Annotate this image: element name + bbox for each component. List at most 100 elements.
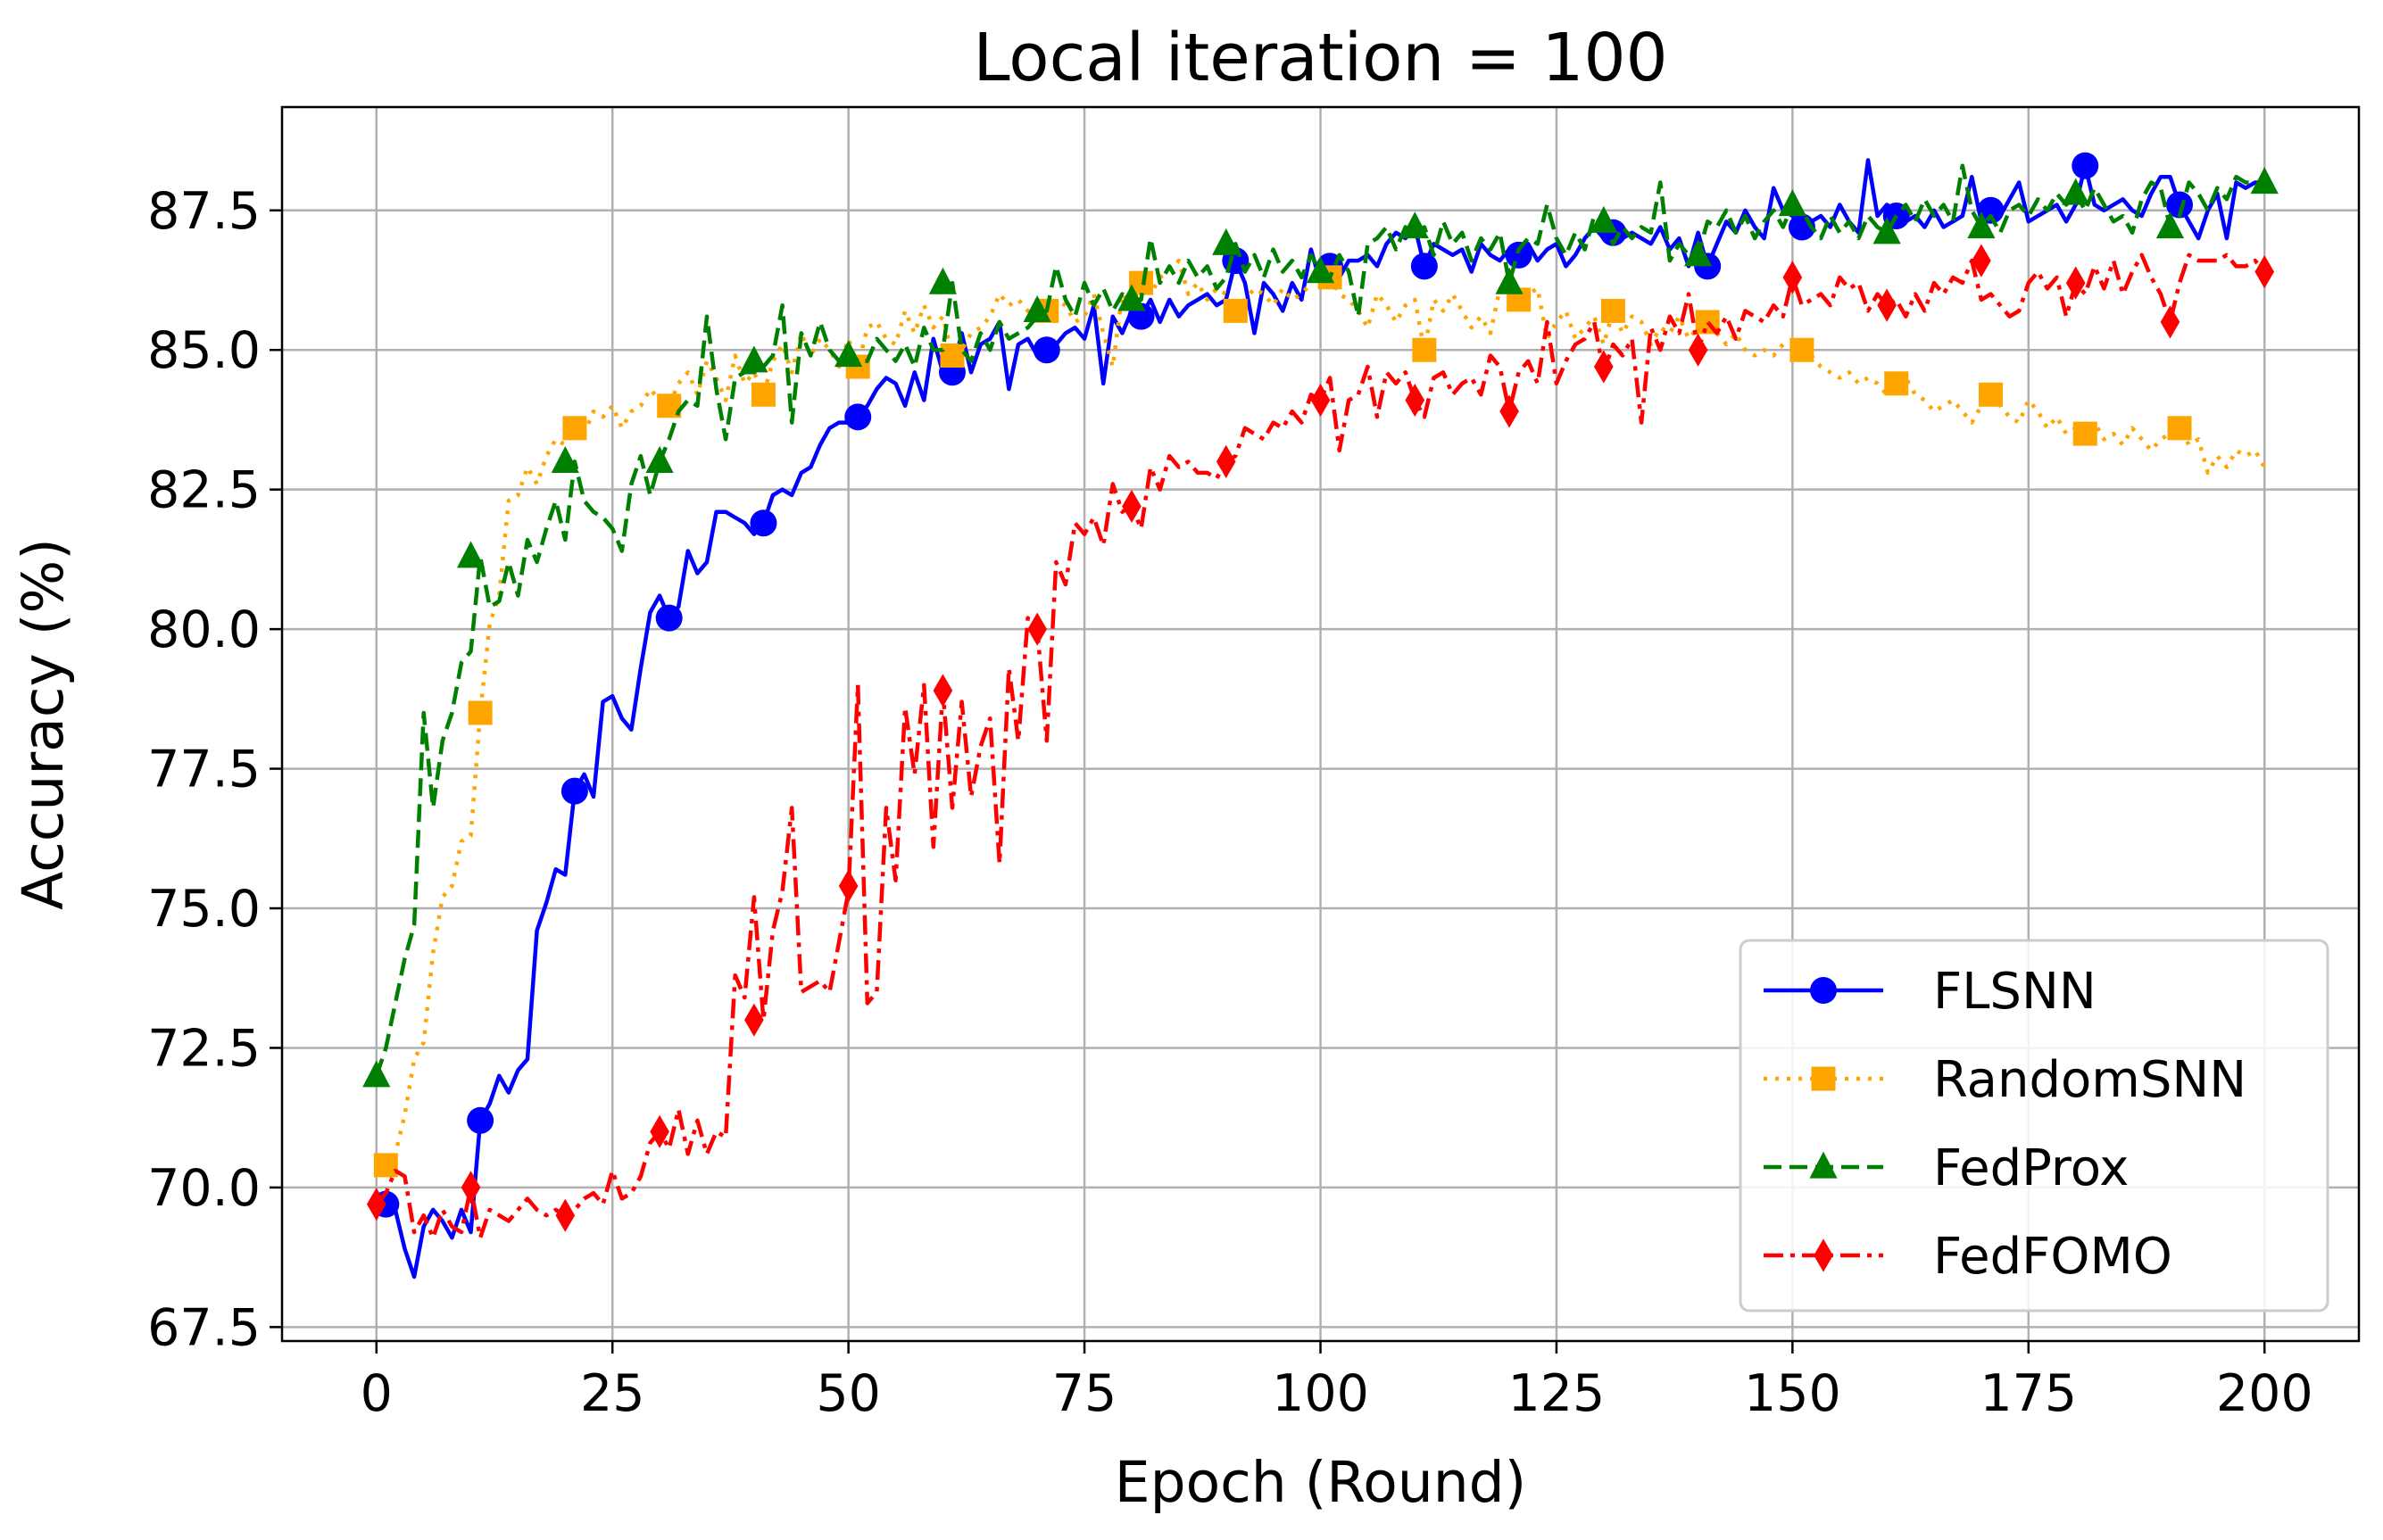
fedprox-marker — [928, 267, 958, 294]
chart-title: Local iteration = 100 — [973, 20, 1667, 96]
fedprox-marker — [1023, 295, 1051, 323]
legend-label-randomsnn: RandomSNN — [1933, 1051, 2246, 1109]
fedfomo-marker — [1688, 333, 1708, 367]
legend-item-randomsnn: RandomSNN — [1764, 1051, 2246, 1109]
fedfomo-marker — [1499, 394, 1519, 428]
fedfomo-marker — [1405, 383, 1425, 418]
fedprox-marker — [2250, 167, 2279, 195]
fedfomo-marker — [1877, 288, 1897, 322]
y-tick-label: 72.5 — [147, 1019, 261, 1078]
fedfomo-marker — [650, 1114, 669, 1148]
fedprox-marker — [1400, 211, 1429, 239]
fedfomo-marker — [366, 1188, 386, 1221]
x-tick-label: 50 — [816, 1364, 881, 1423]
randomsnn-marker — [1978, 382, 2003, 407]
fedfomo-marker — [2065, 266, 2086, 300]
x-tick-label: 150 — [1744, 1364, 1841, 1423]
randomsnn-marker — [373, 1153, 398, 1178]
fedprox-marker — [1683, 239, 1713, 267]
randomsnn-marker — [1412, 337, 1437, 362]
fedfomo-line — [375, 253, 2266, 1240]
fedprox-marker — [1495, 267, 1524, 294]
y-tick-label: 77.5 — [147, 741, 261, 799]
flsnn-marker — [2166, 191, 2194, 219]
legend-label-fedfomo: FedFOMO — [1933, 1228, 2172, 1286]
x-tick-label: 175 — [1980, 1364, 2077, 1423]
fedprox-marker — [2155, 211, 2185, 239]
randomsnn-marker — [940, 343, 965, 368]
fedfomo-marker — [461, 1171, 481, 1205]
y-tick-label: 82.5 — [147, 461, 261, 520]
legend-marker-fedprox — [1809, 1151, 1838, 1179]
randomsnn-marker — [1600, 298, 1625, 323]
series-group — [362, 152, 2279, 1279]
fedprox-marker — [834, 340, 863, 368]
x-tick-label: 75 — [1052, 1364, 1117, 1423]
legend: FLSNN RandomSNN FedProx FedFOMO — [1739, 939, 2329, 1312]
y-axis-title: Accuracy (%) — [11, 538, 76, 910]
legend-marker-randomsnn — [1811, 1066, 1836, 1091]
flsnn-marker — [1410, 253, 1438, 280]
flsnn-marker — [750, 509, 777, 537]
fedfomo-marker — [744, 1003, 764, 1037]
fedprox-marker — [740, 345, 768, 373]
legend-box — [1739, 939, 2329, 1312]
flsnn-marker — [1033, 336, 1060, 364]
x-tick-label: 200 — [2216, 1364, 2313, 1423]
fedprox-marker — [1306, 256, 1335, 284]
legend-item-fedfomo: FedFOMO — [1764, 1228, 2172, 1286]
fedfomo-marker — [933, 674, 953, 708]
legend-item-fedprox: FedProx — [1764, 1139, 2129, 1197]
legend-label-flsnn: FLSNN — [1933, 963, 2097, 1021]
randomsnn-marker — [751, 382, 776, 407]
fedfomo-marker — [1216, 444, 1236, 478]
fedfomo-marker — [1594, 350, 1614, 384]
fedfomo-marker — [1972, 244, 1991, 277]
randomsnn-marker — [1884, 371, 1909, 396]
fedfomo-marker — [555, 1198, 576, 1232]
fedfomo-marker — [1782, 261, 1803, 294]
flsnn-marker — [655, 604, 683, 632]
x-axis-ticks: 0 25 50 75 100 125 150 175 200 — [361, 1341, 2313, 1423]
fedprox-marker — [456, 541, 486, 568]
grid-lines — [282, 107, 2359, 1341]
fedprox-marker — [1590, 205, 1618, 233]
legend-marker-flsnn — [1810, 977, 1837, 1004]
flsnn-marker — [844, 403, 872, 431]
x-tick-label: 125 — [1508, 1364, 1606, 1423]
legend-item-flsnn: FLSNN — [1764, 963, 2097, 1021]
series-fedprox — [362, 163, 2279, 1088]
fedprox-marker — [1872, 217, 1901, 244]
fedfomo-marker — [1027, 612, 1047, 646]
fedprox-marker — [362, 1060, 391, 1088]
y-tick-label: 75.0 — [147, 880, 261, 939]
fedprox-marker — [1778, 189, 1806, 217]
series-fedfomo — [366, 244, 2275, 1240]
fedprox-marker — [645, 445, 674, 473]
y-tick-label: 87.5 — [147, 182, 261, 241]
fedfomo-marker — [838, 869, 859, 903]
randomsnn-marker — [1223, 298, 1248, 323]
flsnn-marker — [560, 777, 588, 805]
randomsnn-marker — [468, 700, 493, 725]
fedfomo-marker — [1310, 383, 1331, 418]
fedprox-marker — [1117, 284, 1146, 311]
flsnn-marker — [467, 1106, 494, 1134]
flsnn-marker — [2072, 152, 2099, 179]
y-tick-label: 85.0 — [147, 321, 261, 380]
y-tick-label: 80.0 — [147, 600, 261, 659]
legend-label-fedprox: FedProx — [1933, 1139, 2129, 1197]
randomsnn-marker — [562, 416, 587, 441]
x-tick-label: 100 — [1272, 1364, 1369, 1423]
y-tick-label: 67.5 — [147, 1298, 261, 1357]
y-axis-ticks: 67.5 70.0 72.5 75.0 77.5 80.0 82.5 85.0 87.5 — [147, 182, 282, 1357]
randomsnn-marker — [2072, 421, 2097, 446]
fedprox-marker — [1212, 228, 1241, 255]
fedfomo-marker — [1122, 489, 1142, 524]
fedprox-marker — [1967, 211, 1996, 239]
fedfomo-marker — [2254, 255, 2275, 289]
legend-marker-fedfomo — [1814, 1238, 1833, 1272]
flsnn-marker — [1505, 241, 1532, 269]
fedprox-marker — [551, 445, 579, 473]
